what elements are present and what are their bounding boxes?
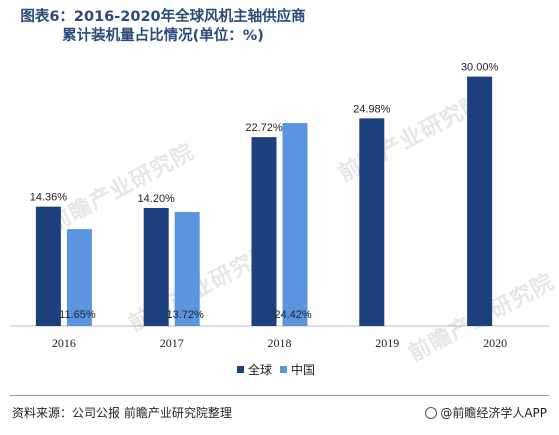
data-label-global-2020: 30.00% [461, 62, 499, 74]
legend-label-china: 中国 [291, 363, 316, 377]
x-tick-label-2017: 2017 [160, 336, 184, 350]
bar-china-2016 [66, 229, 92, 326]
bar-global-2016 [35, 206, 61, 326]
brand-logo-icon [425, 406, 438, 419]
x-tick-label-2018: 2018 [268, 336, 292, 350]
data-label-china-2016: 11.65% [59, 309, 96, 321]
data-label-global-2017: 14.20% [138, 193, 176, 205]
x-tick-label-2020: 2020 [483, 336, 507, 350]
data-label-global-2018: 22.72% [245, 122, 283, 134]
source-note: 资料来源：公司公报 前瞻产业研究院整理 [12, 406, 232, 420]
footer-divider [10, 395, 549, 396]
x-tick-label-2019: 2019 [375, 336, 399, 350]
bar-global-2019 [359, 118, 385, 326]
x-tick-label-2016: 2016 [52, 336, 76, 350]
data-label-global-2019: 24.98% [353, 103, 391, 115]
bar-global-2020 [467, 76, 493, 326]
data-label-china-2017: 13.72% [167, 309, 205, 321]
data-label-china-2018: 24.42% [274, 309, 312, 321]
bar-global-2018 [251, 137, 277, 326]
legend: 全球 中国 [237, 361, 323, 378]
legend-swatch-china [280, 366, 288, 373]
bar-china-2018 [282, 123, 308, 326]
brand-credit: @前瞻经济学人APP [425, 404, 547, 421]
legend-item-global: 全球 [237, 361, 272, 378]
legend-item-china: 中国 [280, 361, 315, 378]
legend-label-global: 全球 [248, 363, 273, 377]
bar-china-2017 [174, 211, 200, 326]
page-title: 图表6：2016-2020年全球风机主轴供应商累计装机量占比情况(单位：%) [20, 9, 306, 44]
brand-label: @前瞻经济学人APP [440, 406, 547, 420]
legend-swatch-global [237, 366, 244, 373]
data-label-global-2016: 14.36% [30, 192, 68, 204]
bar-global-2017 [143, 207, 169, 326]
